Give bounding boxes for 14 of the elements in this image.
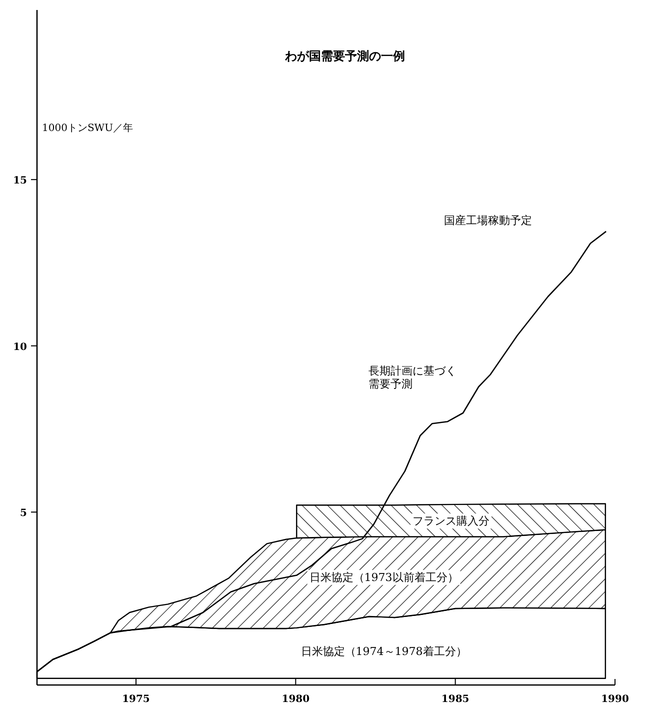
x-tick-label: 1980 [282, 694, 310, 705]
series-label: フランス購入分 [412, 514, 490, 528]
y-axis-title: 1000トンSWU／年 [42, 122, 134, 134]
y-tick-label: 5 [20, 508, 28, 520]
text: わが国需要予測の一例 [284, 49, 405, 63]
series-label: 日米協定（1973以前着工分） [309, 570, 458, 584]
y-tick-label: 10 [13, 342, 28, 353]
x-tick-label: 1985 [441, 694, 470, 705]
x-tick-label: 1990 [601, 694, 629, 705]
series-label: 日米協定（1974～1978着工分） [300, 644, 467, 658]
x-tick-label: 1975 [122, 694, 150, 705]
series-label: 長期計画に基づく需要予測 [368, 364, 457, 391]
y-tick-label: 15 [13, 176, 28, 187]
annotation: 国産工場稼動予定 [444, 214, 532, 227]
